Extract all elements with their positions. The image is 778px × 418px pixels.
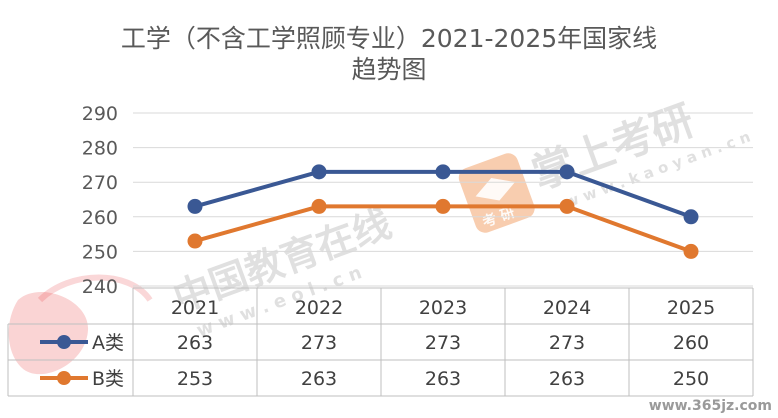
- data-point: [683, 209, 699, 225]
- data-point: [683, 243, 699, 259]
- y-gridlines: [133, 112, 753, 287]
- x-category-label: 2024: [543, 297, 591, 319]
- data-table: 2021 2022 2023 2024 2025 A类 263 273 273 273 260 B类 2…: [7, 287, 754, 397]
- legend-marker-b: [57, 371, 71, 385]
- table-cell-value: 260: [673, 332, 709, 354]
- data-point: [559, 198, 575, 214]
- table-cell-value: 273: [301, 332, 337, 354]
- table-cell-value: 263: [549, 368, 585, 390]
- y-tick-labels: 240 250 260 270 280 290: [82, 103, 118, 298]
- y-tick-label: 240: [82, 276, 118, 298]
- x-category-label: 2021: [171, 297, 219, 319]
- data-point: [435, 198, 451, 214]
- table-cell-value: 263: [301, 368, 337, 390]
- series-layer: [187, 164, 699, 259]
- x-category-label: 2023: [419, 297, 467, 319]
- data-point: [187, 233, 203, 249]
- graduation-cap-icon: [475, 177, 516, 201]
- table-cell-value: 273: [425, 332, 461, 354]
- chart-title-line1: 工学（不含工学照顾专业）2021-2025年国家线: [121, 24, 657, 53]
- chart-title-line2: 趋势图: [351, 55, 426, 84]
- table-cell-value: 250: [673, 368, 709, 390]
- eol-logo-icon: [8, 291, 89, 375]
- y-tick-label: 250: [82, 241, 118, 263]
- x-category-label: 2022: [295, 297, 343, 319]
- y-tick-label: 270: [82, 172, 118, 194]
- legend-marker-a: [57, 335, 71, 349]
- watermark-site-url: www.365jz.com: [649, 398, 772, 414]
- data-point: [311, 198, 327, 214]
- table-cell-value: 253: [177, 368, 213, 390]
- data-point: [187, 198, 203, 214]
- table-cell-value: 263: [425, 368, 461, 390]
- data-point: [559, 164, 575, 180]
- legend-label: B类: [92, 368, 124, 390]
- table-cell-value: 273: [549, 332, 585, 354]
- y-tick-label: 290: [82, 103, 118, 125]
- data-point: [435, 164, 451, 180]
- y-tick-label: 280: [82, 138, 118, 160]
- table-cell-value: 263: [177, 332, 213, 354]
- data-point: [311, 164, 327, 180]
- x-category-label: 2025: [667, 297, 715, 319]
- legend-label: A类: [92, 332, 124, 354]
- y-tick-label: 260: [82, 207, 118, 229]
- eol-logo-swoosh-icon: [37, 274, 153, 303]
